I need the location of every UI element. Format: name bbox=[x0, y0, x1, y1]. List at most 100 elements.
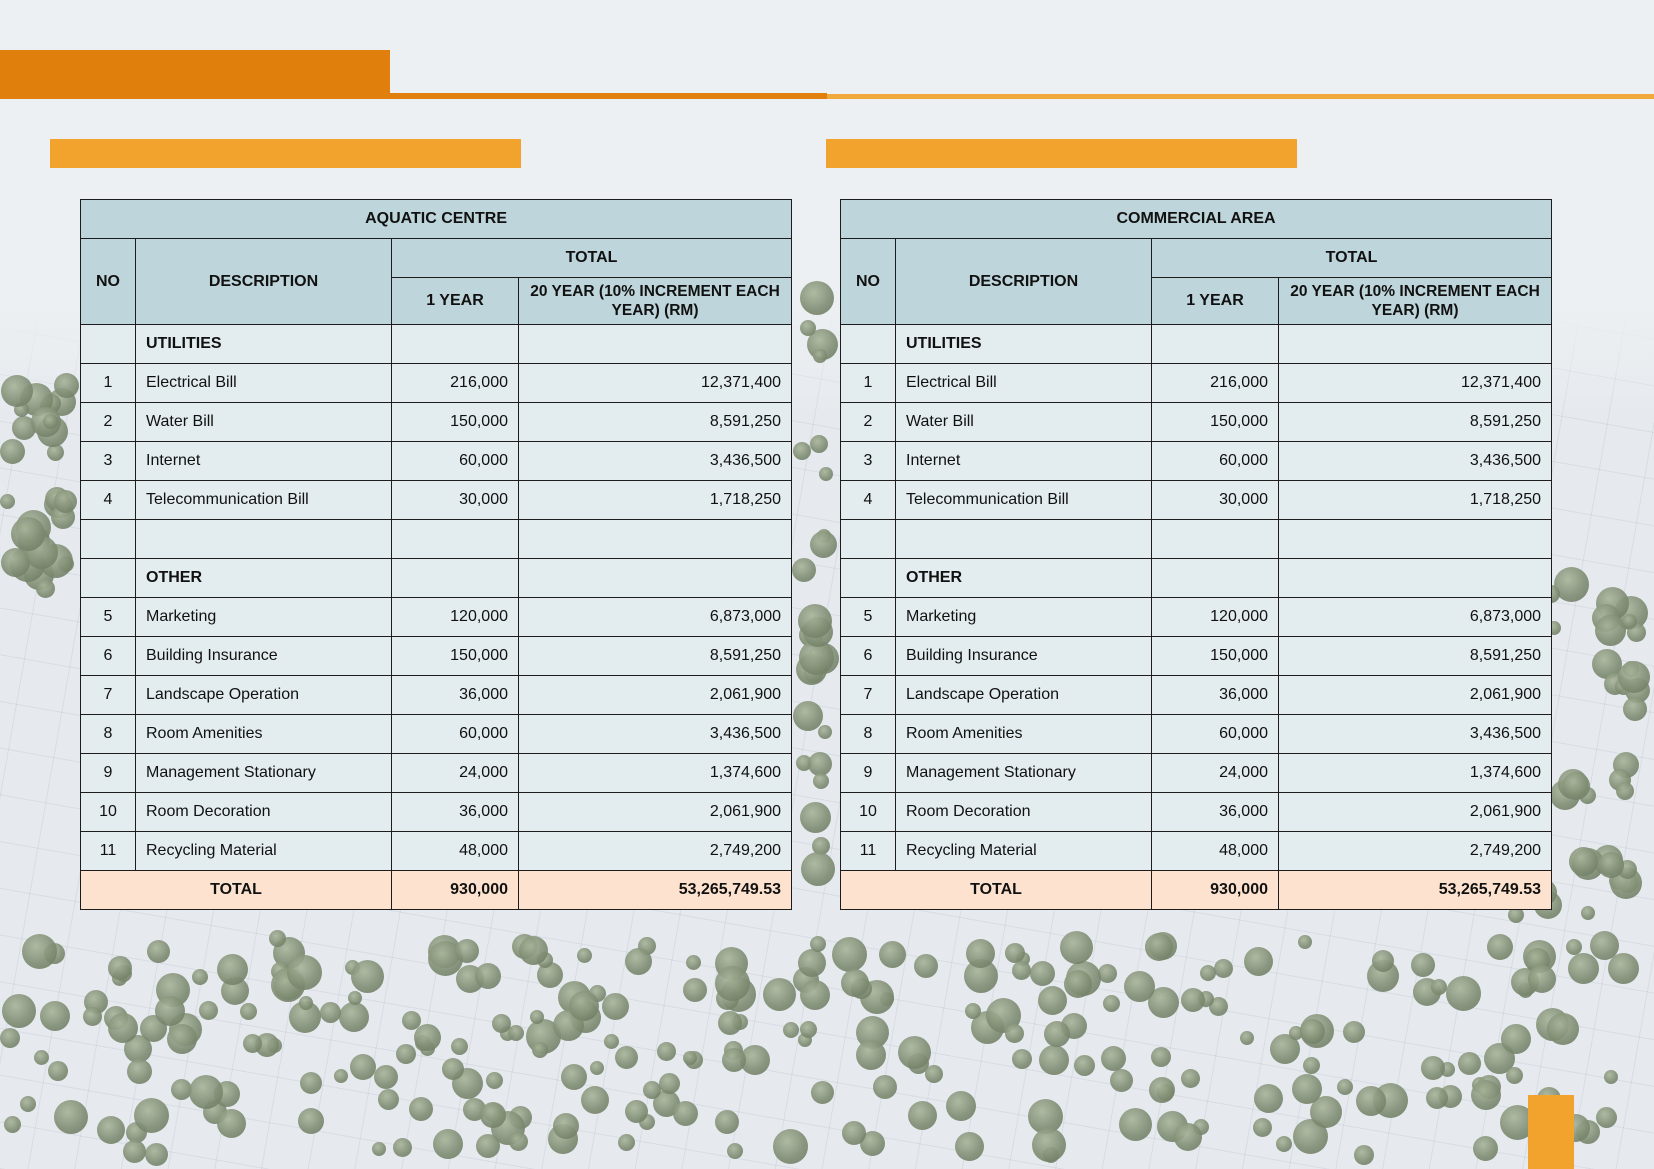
total-row: TOTAL 930,000 53,265,749.53 bbox=[840, 870, 1553, 910]
tree-shape bbox=[269, 930, 286, 947]
row-20-year: 8,591,250 bbox=[517, 402, 793, 442]
tree-shape bbox=[374, 1065, 398, 1089]
table-row: 3 Internet 60,000 3,436,500 bbox=[840, 441, 1553, 481]
tree-shape bbox=[798, 949, 826, 977]
tree-shape bbox=[625, 1100, 648, 1123]
tree-shape bbox=[1209, 997, 1228, 1016]
row-1-year: 216,000 bbox=[391, 363, 519, 403]
row-description: Recycling Material bbox=[895, 831, 1152, 871]
tree-shape bbox=[509, 1132, 528, 1151]
tree-shape bbox=[798, 604, 832, 638]
tree-shape bbox=[818, 725, 832, 739]
tree-shape bbox=[508, 1025, 524, 1041]
header-accent-line bbox=[390, 93, 827, 99]
section-row: OTHER bbox=[840, 558, 1553, 598]
row-description: Building Insurance bbox=[895, 636, 1152, 676]
tree-shape bbox=[1012, 961, 1031, 980]
tree-shape bbox=[800, 1021, 817, 1038]
tree-shape bbox=[409, 1097, 433, 1121]
tree-shape bbox=[1590, 931, 1619, 960]
tree-shape bbox=[812, 837, 830, 855]
tree-shape bbox=[908, 1101, 937, 1130]
tree-shape bbox=[1337, 1079, 1353, 1095]
row-20-year: 8,591,250 bbox=[1277, 402, 1553, 442]
row-1-year: 150,000 bbox=[1151, 636, 1279, 676]
empty-row bbox=[80, 519, 793, 559]
tree-shape bbox=[657, 1042, 676, 1061]
row-20-year: 6,873,000 bbox=[1277, 597, 1553, 637]
tree-shape bbox=[1562, 772, 1590, 800]
row-20-year: 1,718,250 bbox=[517, 480, 793, 520]
row-1-year: 60,000 bbox=[391, 441, 519, 481]
row-1-year: 24,000 bbox=[1151, 753, 1279, 793]
tree-shape bbox=[1508, 907, 1524, 923]
tree-shape bbox=[1506, 1067, 1523, 1084]
total-label: TOTAL bbox=[80, 870, 392, 910]
tree-shape bbox=[300, 1072, 322, 1094]
tree-shape bbox=[22, 934, 57, 969]
tree-shape bbox=[1101, 1046, 1126, 1071]
column-header-total: TOTAL bbox=[1150, 238, 1553, 278]
tree-shape bbox=[486, 1072, 503, 1089]
tree-shape bbox=[800, 802, 831, 833]
row-20-year: 3,436,500 bbox=[1277, 441, 1553, 481]
row-description: Marketing bbox=[895, 597, 1152, 637]
tree-shape bbox=[625, 948, 652, 975]
tree-shape bbox=[722, 1048, 746, 1072]
tree-shape bbox=[800, 980, 830, 1010]
row-no: 8 bbox=[80, 714, 136, 754]
tree-shape bbox=[97, 1116, 125, 1144]
tree-shape bbox=[1174, 1123, 1202, 1151]
tree-shape bbox=[577, 948, 592, 963]
column-header-1-year: 1 YEAR bbox=[391, 277, 519, 325]
tree-shape bbox=[20, 1096, 36, 1112]
tree-shape bbox=[492, 1014, 511, 1033]
table-row: 5 Marketing 120,000 6,873,000 bbox=[80, 597, 793, 637]
row-no: 2 bbox=[80, 402, 136, 442]
tree-shape bbox=[1547, 1013, 1579, 1045]
tree-shape bbox=[819, 467, 833, 481]
tree-shape bbox=[240, 1003, 257, 1020]
row-no: 5 bbox=[840, 597, 896, 637]
table-row: 6 Building Insurance 150,000 8,591,250 bbox=[80, 636, 793, 676]
row-1-year: 150,000 bbox=[391, 636, 519, 676]
tree-shape bbox=[320, 1002, 341, 1023]
total-1-year: 930,000 bbox=[1151, 870, 1279, 910]
column-header-no: NO bbox=[80, 238, 136, 325]
tree-shape bbox=[243, 1034, 262, 1053]
empty-row bbox=[840, 519, 1553, 559]
row-no: 3 bbox=[80, 441, 136, 481]
tree-shape bbox=[1431, 979, 1447, 995]
section-label-other: OTHER bbox=[895, 558, 1152, 598]
tree-shape bbox=[402, 1011, 421, 1030]
row-20-year: 8,591,250 bbox=[517, 636, 793, 676]
row-no: 7 bbox=[840, 675, 896, 715]
tree-shape bbox=[1598, 852, 1624, 878]
row-1-year: 216,000 bbox=[1151, 363, 1279, 403]
tree-shape bbox=[47, 444, 64, 461]
tree-shape bbox=[48, 1061, 68, 1081]
tree-shape bbox=[34, 1050, 49, 1065]
tree-shape bbox=[1356, 1086, 1386, 1116]
row-1-year: 60,000 bbox=[1151, 441, 1279, 481]
row-20-year: 2,749,200 bbox=[517, 831, 793, 871]
table-row: 1 Electrical Bill 216,000 12,371,400 bbox=[80, 363, 793, 403]
table-row: 7 Landscape Operation 36,000 2,061,900 bbox=[840, 675, 1553, 715]
tree-shape bbox=[298, 1108, 324, 1134]
tree-shape bbox=[1623, 697, 1647, 721]
section-row: UTILITIES bbox=[80, 324, 793, 364]
tree-shape bbox=[1446, 976, 1481, 1011]
row-no: 1 bbox=[840, 363, 896, 403]
tree-shape bbox=[1487, 934, 1513, 960]
tree-shape bbox=[792, 558, 816, 582]
page-corner-tab bbox=[1528, 1095, 1574, 1169]
tree-shape bbox=[590, 1061, 604, 1075]
row-no: 2 bbox=[840, 402, 896, 442]
tree-shape bbox=[155, 996, 185, 1026]
tree-shape bbox=[1074, 1055, 1095, 1076]
tree-shape bbox=[1214, 959, 1233, 978]
tree-shape bbox=[793, 701, 823, 731]
tree-shape bbox=[763, 978, 796, 1011]
row-20-year: 2,061,900 bbox=[517, 675, 793, 715]
tree-shape bbox=[1596, 1107, 1617, 1128]
